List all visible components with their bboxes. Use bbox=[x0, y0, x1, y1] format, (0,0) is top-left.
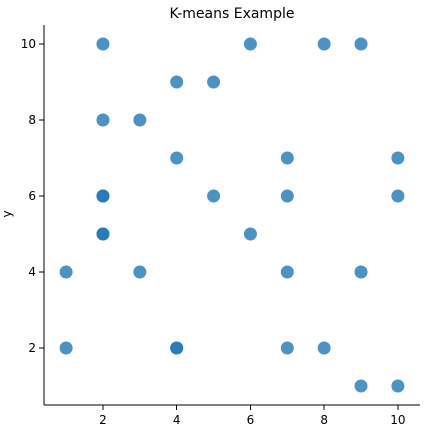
data-point bbox=[391, 189, 405, 203]
y-tick-label: 6 bbox=[28, 189, 36, 203]
data-point bbox=[96, 189, 110, 203]
data-point bbox=[391, 151, 405, 165]
data-point bbox=[243, 37, 257, 51]
data-point bbox=[96, 113, 110, 127]
data-point bbox=[170, 75, 184, 89]
y-tick-label: 2 bbox=[28, 341, 36, 355]
data-point bbox=[391, 379, 405, 393]
data-point bbox=[354, 379, 368, 393]
y-tick-label: 8 bbox=[28, 113, 36, 127]
data-point bbox=[96, 37, 110, 51]
data-point bbox=[207, 189, 221, 203]
data-point bbox=[59, 341, 73, 355]
data-point bbox=[170, 151, 184, 165]
y-tick-label: 4 bbox=[28, 265, 36, 279]
x-tick-label: 8 bbox=[320, 413, 328, 427]
x-tick-label: 10 bbox=[390, 413, 405, 427]
data-point bbox=[280, 265, 294, 279]
data-point bbox=[317, 341, 331, 355]
data-point bbox=[354, 265, 368, 279]
x-axis-ticks: 2 4 6 8 10 bbox=[99, 405, 406, 427]
x-tick-label: 2 bbox=[99, 413, 107, 427]
data-point bbox=[243, 227, 257, 241]
data-point bbox=[280, 189, 294, 203]
data-point bbox=[170, 341, 184, 355]
data-point bbox=[354, 37, 368, 51]
data-point bbox=[280, 341, 294, 355]
data-point bbox=[59, 265, 73, 279]
y-axis-label: y bbox=[0, 210, 14, 217]
data-point bbox=[133, 113, 147, 127]
data-points bbox=[59, 37, 405, 393]
y-axis-ticks: 2 4 6 8 10 bbox=[21, 37, 44, 355]
data-point bbox=[133, 265, 147, 279]
data-point bbox=[317, 37, 331, 51]
chart-title: K-means Example bbox=[170, 6, 295, 22]
data-point bbox=[280, 151, 294, 165]
x-tick-label: 4 bbox=[173, 413, 181, 427]
x-tick-label: 6 bbox=[247, 413, 255, 427]
data-point bbox=[96, 227, 110, 241]
data-point bbox=[207, 75, 221, 89]
y-tick-label: 10 bbox=[21, 37, 36, 51]
